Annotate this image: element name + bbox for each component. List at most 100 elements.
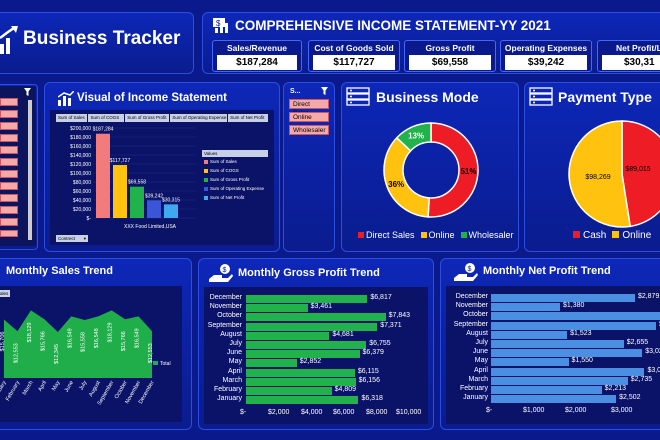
slicer-item-label: Wholesaler: [293, 127, 326, 134]
bar-june: [246, 350, 360, 359]
app-title-panel: [0, 12, 194, 74]
y-tick-label: $100,000: [70, 171, 91, 177]
y-tick-label: $20,000: [73, 207, 91, 213]
legend-swatch: [420, 232, 427, 238]
y-tick-label: November: [209, 303, 242, 311]
bar-august: [246, 331, 330, 340]
legend-item: Cash: [573, 230, 606, 241]
data-label: $12,345: [54, 344, 60, 364]
clear-filter-icon[interactable]: [24, 88, 33, 97]
kpi-label: Cost of Goods Sold: [314, 43, 394, 53]
data-label: $4,681: [332, 330, 354, 338]
bar-may: [491, 358, 569, 367]
gross-trend-title: Monthly Gross Profit Trend: [238, 267, 380, 279]
y-tick-label: February: [213, 386, 242, 393]
sales-area-series: [4, 310, 152, 378]
legend-item: Online: [420, 230, 455, 240]
pie-slice-cash: [621, 120, 660, 228]
slicer-item[interactable]: [0, 146, 18, 154]
x-tick-label: March: [22, 380, 35, 396]
data-label: $15,766: [40, 331, 46, 351]
slicer-scrollbar[interactable]: [28, 100, 32, 240]
slicer-item[interactable]: [0, 218, 18, 226]
slicer-item[interactable]: [0, 182, 18, 190]
data-label: $6,156: [358, 376, 380, 384]
slicer-item-direct-sales[interactable]: Direct Sales: [289, 99, 329, 117]
bar-june: [491, 349, 643, 358]
bar-october: [491, 312, 660, 321]
server-icon: [529, 87, 553, 106]
bar-march: [246, 377, 356, 386]
donut-slice-online: [383, 136, 431, 218]
dropdown[interactable]: Contrect ▾: [56, 235, 88, 242]
legend-item: Online: [612, 230, 651, 241]
legend-label: Total: [160, 361, 171, 367]
kpi-cogs: Cost of Goods Sold $117,727: [308, 40, 400, 72]
x-tick-label: $-: [486, 407, 493, 414]
data-label: $6,318: [361, 395, 383, 403]
slicer-item[interactable]: [0, 158, 18, 166]
sales-trend-tab[interactable]: ales: [0, 290, 10, 297]
data-label: $117,727: [110, 158, 131, 164]
legend-swatch: [460, 232, 467, 238]
kpi-value: $39,242: [505, 55, 587, 70]
header-title: COMPREHENSIVE INCOME STATEMENT-YY 2021: [235, 18, 551, 33]
slice-label: $89,015: [625, 166, 650, 173]
y-tick-label: March: [468, 375, 488, 383]
bar-july: [491, 340, 624, 348]
bar-august: [491, 330, 568, 339]
channel-slicer-panel: [283, 82, 335, 252]
legend-swatch: [204, 186, 208, 191]
legend-label: Cash: [583, 230, 607, 241]
header-gross-profit[interactable]: Sum of Gross Profit: [125, 114, 170, 122]
tab-label: ales: [0, 291, 9, 296]
data-label: $6,115: [357, 367, 379, 375]
kpi-sales: Sales/Revenue $187,284: [212, 40, 302, 72]
y-tick-label: March: [222, 376, 242, 384]
data-label: $18,129: [27, 322, 33, 342]
x-tick-label: April: [37, 380, 48, 393]
legend-item: Sum of Operating Expense: [202, 184, 268, 193]
header-operating-expense[interactable]: Sum of Operating Expense: [170, 114, 228, 122]
clear-filter-icon[interactable]: [321, 87, 330, 96]
data-label: $16,549: [135, 328, 141, 348]
slicer-item[interactable]: [0, 110, 18, 118]
slicer-item-online[interactable]: Online: [289, 112, 329, 122]
y-tick-label: $120,000: [70, 162, 91, 168]
slicer-item[interactable]: [0, 98, 18, 106]
legend-label: Sum of Gross Profit: [210, 177, 250, 182]
slicer-item[interactable]: [0, 134, 18, 142]
slicer-item-wholesaler[interactable]: Wholesaler: [289, 125, 329, 135]
slicer-item[interactable]: [0, 230, 18, 237]
slicer-item[interactable]: [0, 170, 18, 178]
svg-text:$: $: [216, 19, 221, 28]
legend-swatch: [612, 231, 620, 238]
data-label: $12,553: [148, 343, 154, 363]
y-tick-label: July: [229, 340, 242, 347]
legend-swatch: [573, 231, 580, 238]
data-label: $18,129: [108, 322, 114, 342]
slicer-item[interactable]: [0, 194, 18, 202]
kpi-value: $117,727: [313, 55, 395, 70]
header-sales[interactable]: Sum of Sales: [56, 114, 88, 122]
legend-label: Direct Sales: [366, 230, 415, 240]
business-mode-legend: Direct Sales Online Wholesaler: [358, 230, 514, 240]
y-tick-label: $160,000: [70, 144, 91, 150]
header-net-profit[interactable]: Sum of Net Profit: [228, 114, 268, 122]
data-label: $16,549: [67, 328, 73, 348]
legend-swatch: [204, 195, 208, 200]
income-legend: Values Sum of Sales Sum of COGS Sum of Gro…: [202, 150, 268, 210]
svg-text:$: $: [468, 266, 472, 273]
slicer-item[interactable]: [0, 206, 18, 214]
slicer-item[interactable]: [0, 122, 18, 130]
bar-april: [491, 367, 645, 376]
data-label: $12,553: [13, 343, 19, 363]
legend-swatch: [153, 361, 158, 365]
y-tick-label: $60,000: [73, 189, 91, 195]
money-icon: $: [213, 18, 228, 33]
bar-april: [246, 368, 355, 377]
header-cogs[interactable]: Sum of COGS: [88, 114, 125, 122]
y-tick-label: June: [472, 348, 488, 356]
x-tick-label: $4,000: [301, 409, 323, 416]
kpi-value: $69,558: [409, 55, 491, 70]
